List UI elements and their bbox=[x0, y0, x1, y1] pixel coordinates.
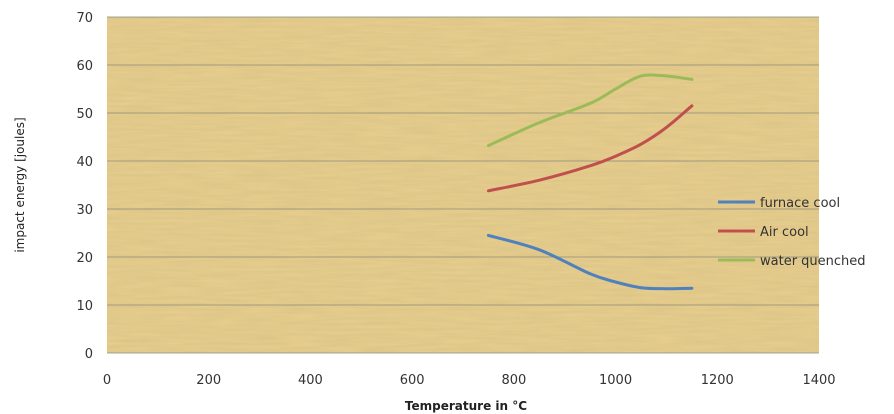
y-tick-label: 20 bbox=[76, 251, 93, 266]
y-tick-label: 0 bbox=[85, 347, 93, 362]
x-tick-label: 600 bbox=[400, 373, 425, 388]
x-axis-title: Temperature in °C bbox=[405, 399, 527, 413]
x-tick-label: 1400 bbox=[802, 373, 835, 388]
y-tick-label: 40 bbox=[76, 155, 93, 170]
legend: furnace cool Air cool water quenched bbox=[718, 196, 866, 269]
x-tick-label: 200 bbox=[196, 373, 221, 388]
y-axis-ticks: 0 10 20 30 40 50 60 70 bbox=[76, 11, 93, 362]
x-tick-label: 0 bbox=[103, 373, 111, 388]
x-axis-ticks: 0 200 400 600 800 1000 1200 1400 bbox=[103, 373, 836, 388]
plot-area bbox=[107, 17, 819, 353]
y-tick-label: 70 bbox=[76, 11, 93, 26]
series-line-air-cool bbox=[486, 104, 694, 193]
y-axis-title: impact energy [joules] bbox=[13, 117, 27, 252]
y-tick-label: 60 bbox=[76, 59, 93, 74]
series-line-furnace-cool bbox=[486, 233, 694, 291]
grid-lines bbox=[107, 16, 819, 354]
y-tick-label: 30 bbox=[76, 203, 93, 218]
x-tick-label: 800 bbox=[501, 373, 526, 388]
legend-label-furnace-cool: furnace cool bbox=[760, 196, 840, 211]
x-tick-label: 1000 bbox=[599, 373, 632, 388]
legend-label-water-quenched: water quenched bbox=[760, 254, 866, 269]
y-tick-label: 10 bbox=[76, 299, 93, 314]
series-lines bbox=[486, 73, 694, 291]
series-line-water-quenched bbox=[486, 73, 694, 148]
x-tick-label: 1200 bbox=[701, 373, 734, 388]
x-tick-label: 400 bbox=[298, 373, 323, 388]
y-tick-label: 50 bbox=[76, 107, 93, 122]
plot-texture bbox=[107, 17, 819, 353]
legend-label-air-cool: Air cool bbox=[760, 225, 809, 240]
